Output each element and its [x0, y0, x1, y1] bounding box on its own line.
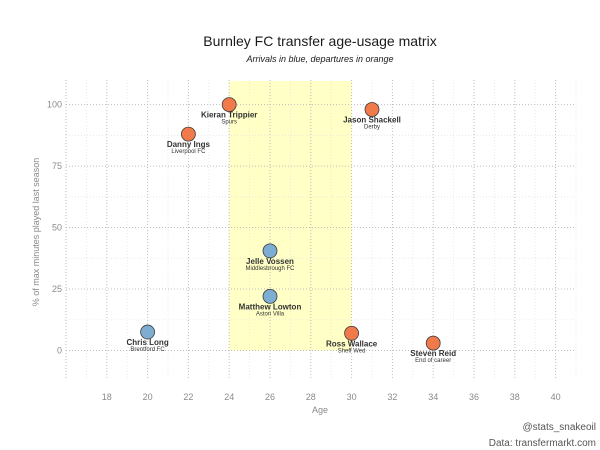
data-point [262, 243, 278, 259]
point-club-label: Middlesbrough FC [245, 266, 295, 272]
point-club-label: Brentford FC [130, 347, 165, 353]
point-club-label: Spurs [221, 120, 237, 126]
y-tick-label: 25 [52, 284, 62, 294]
point-club-label: Derby [364, 125, 380, 131]
x-tick-label: 32 [387, 392, 397, 402]
point-name-label: Danny Ings [167, 140, 211, 149]
data-point [221, 97, 237, 112]
y-axis-title: % of max minutes played last season [31, 158, 41, 307]
chart-title: Burnley FC transfer age-usage matrix [203, 33, 436, 49]
point-club-label: Aston Villa [256, 311, 285, 317]
point-name-label: Kieran Trippier [201, 111, 257, 120]
caption-source: Data: transfermarkt.com [489, 438, 596, 449]
point-name-label: Ross Wallace [326, 339, 378, 348]
x-tick-label: 40 [551, 392, 561, 402]
x-tick-label: 26 [265, 392, 275, 402]
x-tick-label: 22 [183, 392, 193, 402]
point-club-label: Liverpool FC [171, 149, 206, 155]
x-tick-label: 24 [224, 392, 234, 402]
x-tick-label: 36 [469, 392, 479, 402]
y-tick-label: 0 [57, 345, 62, 355]
y-tick-label: 75 [52, 161, 62, 171]
point-name-label: Matthew Lowton [239, 302, 302, 311]
point-name-label: Steven Reid [410, 349, 456, 358]
point-club-label: End of career [415, 358, 451, 364]
x-tick-label: 38 [510, 392, 520, 402]
data-point [425, 335, 441, 351]
point-name-label: Chris Long [126, 338, 168, 347]
x-tick-label: 28 [306, 392, 316, 402]
point-name-label: Jason Shackell [343, 116, 401, 125]
point-name-label: Jelle Vossen [246, 257, 294, 266]
x-tick-label: 30 [347, 392, 357, 402]
grid-layer [65, 80, 577, 380]
data-point [180, 126, 196, 142]
data-point [344, 325, 360, 341]
data-point [140, 324, 156, 340]
data-point [262, 288, 278, 304]
x-axis-title: Age [312, 405, 328, 415]
x-tick-label: 20 [143, 392, 153, 402]
points-layer [140, 97, 441, 351]
x-tick-label: 34 [428, 392, 438, 402]
data-point [364, 102, 380, 117]
y-tick-label: 100 [47, 100, 62, 110]
chart-subtitle: Arrivals in blue, departures in orange [245, 54, 393, 64]
x-tick-label: 18 [102, 392, 112, 402]
caption-handle: @stats_snakeoil [522, 422, 596, 433]
ticks-layer: 18 20 22 24 26 28 30 32 34 36 38 40 0 25 50 75 100 [47, 100, 561, 402]
y-tick-label: 50 [52, 223, 62, 233]
point-club-label: Sheff Wed [338, 348, 366, 354]
